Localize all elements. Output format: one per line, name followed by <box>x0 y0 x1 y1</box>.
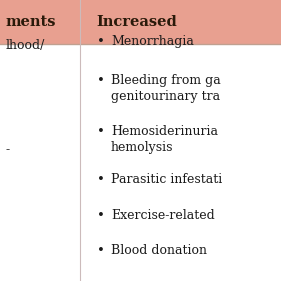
Text: •: • <box>97 173 105 186</box>
Text: •: • <box>97 125 105 138</box>
Text: Exercise-related: Exercise-related <box>111 209 215 222</box>
Text: ments: ments <box>6 15 56 29</box>
Text: lhood/: lhood/ <box>6 39 45 52</box>
Text: Bleeding from ga
genitourinary tra: Bleeding from ga genitourinary tra <box>111 74 221 103</box>
Text: Blood donation: Blood donation <box>111 244 207 257</box>
Bar <box>0 44 281 281</box>
Text: •: • <box>97 35 105 48</box>
Text: Menorrhagia: Menorrhagia <box>111 35 194 48</box>
Bar <box>0 0 281 44</box>
Text: •: • <box>97 209 105 222</box>
Text: Hemosiderinuria
hemolysis: Hemosiderinuria hemolysis <box>111 125 218 154</box>
Text: •: • <box>97 244 105 257</box>
Text: -: - <box>6 143 10 156</box>
Text: Increased: Increased <box>96 15 177 29</box>
Text: •: • <box>97 74 105 87</box>
Text: Parasitic infestati: Parasitic infestati <box>111 173 222 186</box>
